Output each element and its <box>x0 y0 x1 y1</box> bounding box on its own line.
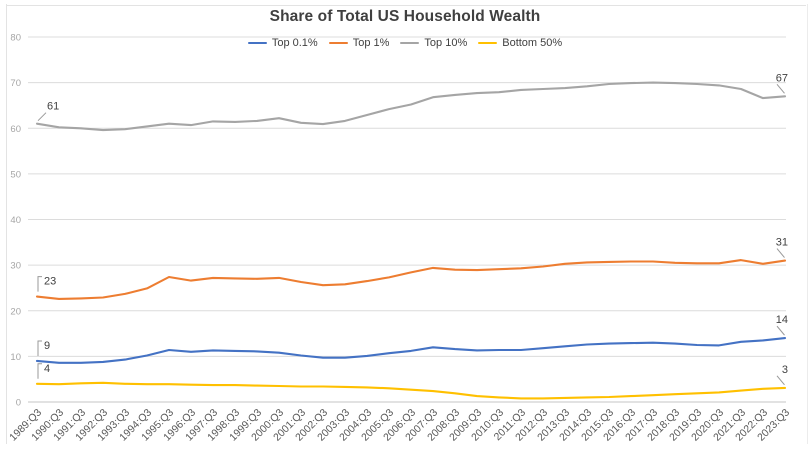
legend-label-top-1: Top 1% <box>352 37 390 49</box>
data-label-leader-first-top-1 <box>37 276 42 292</box>
chart-title: Share of Total US Household Wealth <box>269 8 541 25</box>
legend-item-top-0-1: Top 0.1% <box>247 37 318 49</box>
legend-item-top-1: Top 1% <box>328 37 390 49</box>
chart-legend: Top 0.1% Top 1% Top 10% Bottom 50% <box>0 37 810 49</box>
data-label-last-top-0-1: 14 <box>776 314 788 326</box>
data-label-leader-last-bottom-50 <box>776 375 785 386</box>
data-label-leader-first-bottom-50 <box>37 363 42 379</box>
y-tick-label-80: 80 <box>10 33 21 44</box>
series-line-bottom-50 <box>35 381 787 400</box>
y-tick-label-0: 0 <box>16 398 21 409</box>
data-label-leader-last-top-10 <box>776 83 785 94</box>
legend-swatch-bottom-50 <box>478 41 498 45</box>
data-label-last-top-10: 67 <box>776 72 788 84</box>
data-label-last-bottom-50: 3 <box>782 364 788 376</box>
legend-item-top-10: Top 10% <box>400 37 467 49</box>
legend-swatch-top-1 <box>328 41 348 45</box>
legend-item-bottom-50: Bottom 50% <box>478 37 562 49</box>
y-tick-label-60: 60 <box>10 124 21 135</box>
legend-swatch-top-0-1 <box>247 41 267 45</box>
data-label-first-top-1: 23 <box>44 276 56 288</box>
series-line-top-1 <box>35 259 787 300</box>
y-tick-label-10: 10 <box>10 352 21 363</box>
data-label-first-top-10: 61 <box>47 101 59 113</box>
data-label-leader-last-top-0-1 <box>776 325 785 336</box>
y-tick-label-20: 20 <box>10 306 21 317</box>
series-line-top-10 <box>35 81 787 132</box>
data-label-leader-last-top-1 <box>776 248 785 258</box>
legend-label-top-0-1: Top 0.1% <box>271 37 318 49</box>
window-right-border <box>807 4 808 444</box>
window-top-border <box>6 5 806 6</box>
data-label-first-bottom-50: 4 <box>44 363 50 375</box>
y-tick-label-30: 30 <box>10 261 21 272</box>
legend-label-bottom-50: Bottom 50% <box>502 37 563 49</box>
series-line-top-0-1 <box>35 337 787 364</box>
data-label-last-top-1: 31 <box>776 237 788 249</box>
legend-label-top-10: Top 10% <box>424 37 468 49</box>
window-left-border <box>6 4 7 444</box>
data-label-first-top-0-1: 9 <box>44 340 50 352</box>
y-tick-label-70: 70 <box>10 78 21 89</box>
data-label-leader-first-top-10 <box>37 112 47 122</box>
y-tick-label-50: 50 <box>10 169 21 180</box>
data-label-leader-first-top-0-1 <box>37 340 42 356</box>
legend-swatch-top-10 <box>400 41 420 45</box>
y-tick-label-40: 40 <box>10 215 21 226</box>
